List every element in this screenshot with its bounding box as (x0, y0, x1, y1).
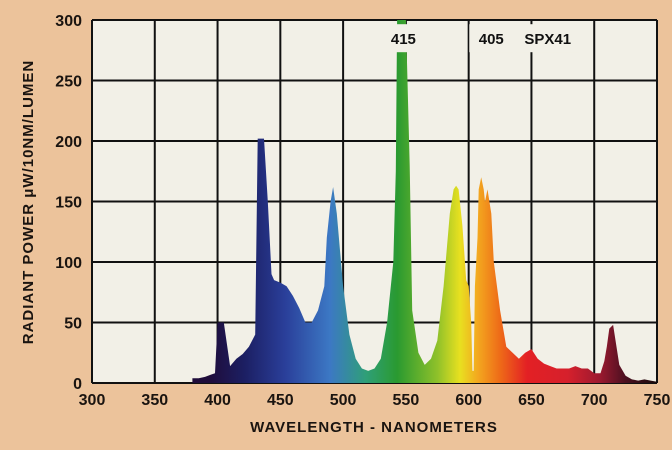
peak-label-box (515, 24, 580, 53)
y-tick-label: 200 (55, 134, 82, 151)
y-axis-label: RADIANT POWER μW/10NM/LUMEN (20, 60, 37, 345)
peak-label: 405 (479, 31, 504, 48)
x-tick-label: 600 (455, 392, 482, 409)
x-tick-label: 650 (518, 392, 545, 409)
x-tick-labels: 300 350 400 450 500 550 600 650 700 750 (79, 392, 671, 409)
x-tick-label: 350 (141, 392, 168, 409)
y-tick-label: 250 (55, 74, 82, 91)
peak-label-box (469, 24, 514, 53)
x-tick-label: 550 (393, 392, 420, 409)
y-tick-label: 0 (73, 376, 82, 393)
x-axis-label: WAVELENGTH - NANOMETERS (250, 419, 498, 436)
peak-label: SPX41 (524, 31, 571, 48)
y-tick-label: 100 (55, 255, 82, 272)
x-tick-label: 400 (204, 392, 231, 409)
x-tick-label: 300 (79, 392, 106, 409)
x-tick-label: 750 (644, 392, 671, 409)
y-tick-label: 50 (64, 316, 82, 333)
x-tick-label: 500 (330, 392, 357, 409)
spectrum-area (192, 20, 657, 383)
y-tick-label: 300 (55, 13, 82, 30)
y-tick-labels: 0 50 100 150 200 250 300 (55, 13, 82, 393)
peak-labels: 415 405 SPX41 (381, 24, 580, 53)
x-tick-label: 700 (581, 392, 608, 409)
peak-label-box (381, 24, 426, 53)
x-tick-label: 450 (267, 392, 294, 409)
y-tick-label: 150 (55, 195, 82, 212)
series-area (192, 20, 657, 383)
peak-label: 415 (391, 31, 416, 48)
